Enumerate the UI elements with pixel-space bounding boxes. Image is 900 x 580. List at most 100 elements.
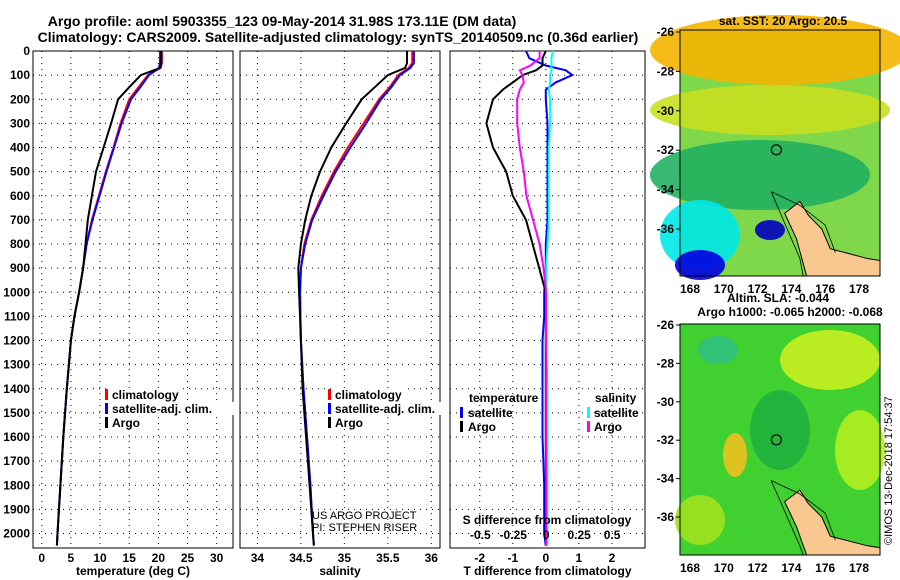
plot-frame [32, 50, 234, 549]
y-tick-label: 0 [23, 44, 30, 58]
lat-tick-label: -36 [657, 222, 675, 236]
title-line-1: Argo profile: aoml 5903355_123 09-May-20… [48, 13, 516, 29]
legend-swatch [105, 403, 108, 414]
legend-label: Argo [112, 416, 140, 430]
y-tick-label: 1500 [3, 406, 30, 420]
lon-tick-label: 172 [748, 282, 768, 296]
credit-pi: PI: STEPHEN RISER [312, 522, 417, 534]
x-tick-label: 34 [251, 551, 265, 565]
y-tick-label: 500 [10, 165, 30, 179]
lon-tick-label: 174 [781, 282, 801, 296]
legend-swatch [328, 389, 331, 400]
lat-tick-label: -30 [657, 104, 675, 118]
legend-label: Argo [594, 420, 622, 434]
lat-tick-label: -28 [657, 356, 675, 370]
map-field-blob [698, 336, 738, 364]
lon-tick-label: 168 [680, 282, 700, 296]
x2-tick-label: -0.5 [470, 528, 491, 542]
lon-tick-label: 170 [714, 561, 734, 575]
legend-label: Argo [335, 416, 363, 430]
title-line-2: Climatology: CARS2009. Satellite-adjuste… [38, 29, 639, 45]
lat-tick-label: -30 [657, 395, 675, 409]
x-tick-label: 35 [338, 551, 352, 565]
argo-location-marker [770, 144, 782, 156]
x-tick-label: 5 [68, 551, 75, 565]
x-tick-label: 15 [123, 551, 137, 565]
legend-bg [334, 388, 404, 401]
legend-label: satellite-adj. clim. [335, 402, 435, 416]
map-field-blob [780, 330, 880, 390]
x-tick-label: 35.5 [376, 551, 400, 565]
series-line-satellite-adj-clim- [298, 51, 415, 546]
y-tick-label: 300 [10, 116, 30, 130]
series-line-climatology [298, 51, 414, 546]
x-axis-label: salinity [319, 564, 361, 578]
y-tick-label: 1200 [3, 334, 30, 348]
y-tick-label: 600 [10, 189, 30, 203]
legend-title-salinity: salinity [595, 391, 637, 405]
legend-label: satellite-adj. clim. [112, 402, 212, 416]
x2-tick-label: -0.25 [500, 528, 528, 542]
lat-tick-label: -26 [657, 318, 675, 332]
x-tick-label: 36 [425, 551, 439, 565]
series-line-salinity-argo [516, 51, 548, 546]
legend-bg [111, 388, 181, 401]
lon-tick-label: 172 [748, 561, 768, 575]
legend-swatch [460, 421, 463, 432]
legend-label: Argo [468, 420, 496, 434]
x-tick-label: 0 [543, 551, 550, 565]
x-tick-label: 1 [576, 551, 583, 565]
map-field-blob [675, 495, 725, 545]
map-frame [679, 323, 881, 556]
sla-map: -26 -28 -30 -32 -34 -36 168 170 172 174 176 178 [657, 318, 885, 575]
timestamp: ©IMOS 13-Dec-2018 17:54:37 [883, 396, 895, 545]
x2-tick-label: 0.25 [567, 528, 591, 542]
y-tick-label: 400 [10, 141, 30, 155]
legend-label: satellite [468, 406, 513, 420]
y-tick-label: 1000 [3, 285, 30, 299]
x-axis-label: T difference from climatology [463, 564, 631, 578]
legend-title-temperature: temperature [469, 391, 539, 405]
x-tick-label: -2 [474, 551, 485, 565]
y-tick-label: 1800 [3, 478, 30, 492]
sst-map: -26 -28 -30 -32 -34 -36 168 170 172 174 176 178 [650, 15, 900, 296]
plot-frame [449, 50, 646, 549]
y-tick-label: 100 [10, 68, 30, 82]
legend-swatch [105, 389, 108, 400]
series-line-satellite-adj-clim- [55, 51, 162, 546]
series-line-argo [55, 51, 163, 546]
argo-location-marker [770, 434, 782, 446]
temperature-panel: 0 5 10 15 20 25 300100200300400500600700800900… [3, 44, 237, 578]
map-field-blob [723, 433, 747, 477]
x-tick-label: 0 [38, 551, 45, 565]
series-line-temperature-argo [485, 50, 547, 546]
x-tick-label: 10 [93, 551, 107, 565]
x-tick-label: -1 [507, 551, 518, 565]
sst-map-title: sat. SST: 20 Argo: 20.5 [719, 14, 848, 28]
bathymetry-contour [770, 480, 836, 556]
series-line-climatology [55, 51, 163, 546]
map-field-blob [755, 220, 785, 240]
map-field-blob [675, 250, 725, 280]
legend-swatch [328, 417, 331, 428]
y-tick-label: 200 [10, 92, 30, 106]
map-field-blob [650, 140, 870, 210]
credit-project: US ARGO PROJECT [312, 510, 417, 522]
x2-axis-label: S difference from climatology [463, 513, 632, 527]
y-tick-label: 1300 [3, 358, 30, 372]
sla-map-title-2: Argo h1000: -0.065 h2000: -0.068 [697, 305, 883, 319]
lat-tick-label: -32 [657, 143, 675, 157]
map-field-blob [650, 15, 900, 85]
lon-tick-label: 168 [680, 561, 700, 575]
y-tick-label: 800 [10, 237, 30, 251]
x-tick-label: 34.5 [289, 551, 313, 565]
bathymetry-contour [770, 191, 836, 277]
lat-tick-label: -26 [657, 25, 675, 39]
x-tick-label: 20 [152, 551, 166, 565]
map-field-blob [650, 85, 890, 135]
lon-tick-label: 178 [849, 561, 869, 575]
lon-tick-label: 176 [815, 282, 835, 296]
y-tick-label: 1100 [4, 309, 30, 323]
lat-tick-label: -28 [657, 64, 675, 78]
series-line-argo [297, 51, 408, 546]
